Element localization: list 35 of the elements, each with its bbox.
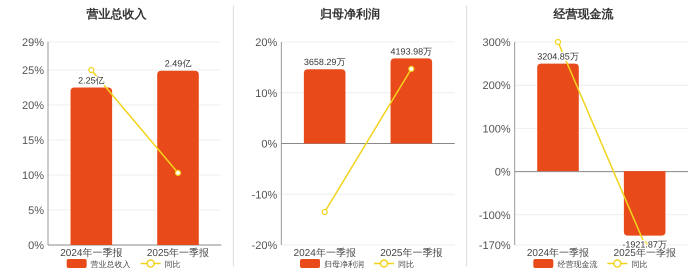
y-tick-label: 0% [494,166,511,179]
x-tick-label: 2025年一季报 [146,247,210,259]
y-tick-label: -100% [478,210,511,222]
y-tick-label: 200% [482,80,511,92]
x-tick-label: 2024年一季报 [294,247,356,259]
x-tick-label: 2024年一季报 [60,247,122,259]
data-label: 3658.29万 [304,57,346,68]
y-tick-label: -10% [252,189,278,202]
legend-label: 同比 [164,260,181,269]
y-tick-label: 20% [22,100,44,112]
chart-title: 归母净利润 [319,7,380,21]
legend-label: 归母净利润 [324,260,364,269]
x-tick-label: 2024年一季报 [526,247,590,259]
y-tick-label: -170% [478,240,511,252]
y-tick-label: 0% [28,240,44,252]
data-label: 2.49亿 [164,58,192,69]
y-tick-label: -20% [252,240,278,252]
y-tick-label: 20% [255,37,278,49]
legend-label: 营业总收入 [90,260,131,269]
legend-label: 经营现金流 [557,260,598,269]
legend-label: 同比 [631,260,648,269]
y-tick-label: 0% [261,138,278,150]
y-tick-label: 300% [482,37,511,49]
y-tick-label: 25% [22,65,44,77]
y-tick-label: 29% [22,37,44,49]
y-tick-label: 5% [28,205,44,217]
y-tick-label: 15% [22,135,44,147]
x-tick-label: 2025年一季报 [380,247,442,259]
data-label: 4193.98万 [390,46,432,56]
y-tick-label: 10% [22,170,44,182]
legend-label: 同比 [398,260,414,269]
y-tick-label: 100% [482,123,511,136]
chart-title: 营业总收入 [86,7,148,21]
chart-title: 经营现金流 [552,7,614,21]
y-tick-label: 10% [255,88,278,100]
